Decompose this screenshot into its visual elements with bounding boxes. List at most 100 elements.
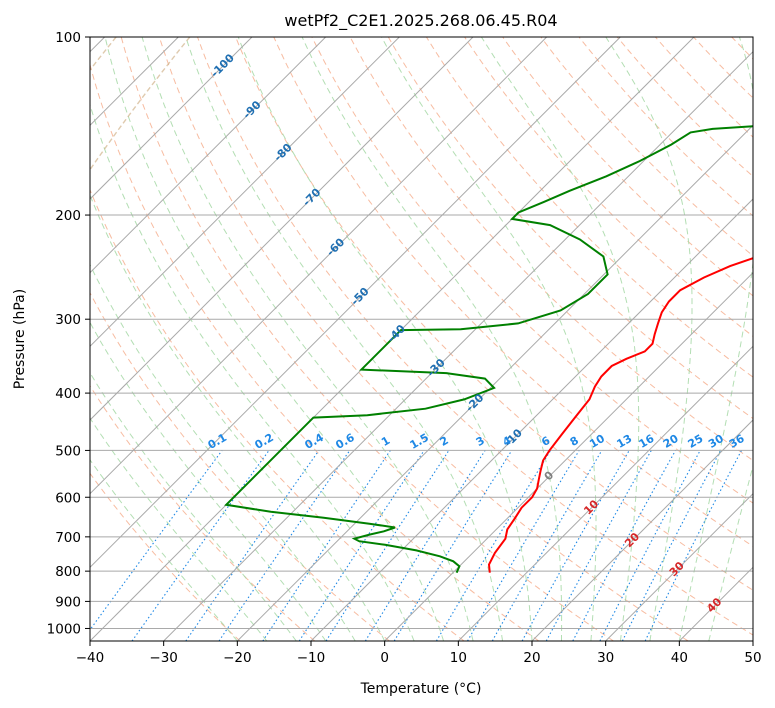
y-tick-label: 200 [55,208,81,224]
isotherm-label: -90 [240,98,263,121]
isotherm [310,198,753,641]
mixing-ratio-line [545,450,652,641]
moist-adiabat [237,37,533,641]
mixing-ratio-line [90,450,223,631]
y-axis-label: Pressure (hPa) [12,289,28,389]
x-tick-label: −20 [223,650,252,666]
isotherm [752,640,753,641]
dry-adiabat [90,472,241,641]
isotherm [90,37,253,200]
mixing-ratio-line [521,450,630,641]
isotherm [90,37,474,421]
moist-adiabat [381,37,597,641]
y-tick-label: 800 [55,564,81,580]
plot-area: -100-90-80-70-60-50-40-30-20-10010203040… [90,37,775,641]
x-tick-label: −30 [149,650,178,666]
temperature-line [487,257,753,573]
mixing-ratio-label: 6 [539,434,552,449]
y-tick-label: 700 [55,530,81,546]
dry-adiabat [197,37,753,636]
dry-adiabat [349,37,753,462]
dewpoint-line [224,125,753,574]
mixing-ratio-label: 10 [587,432,607,451]
x-axis-label: Temperature (°C) [360,681,482,697]
dry-adiabat [90,291,390,641]
mixing-ratio-lines [90,450,742,641]
isotherm-label: 20 [622,530,642,550]
x-axis-ticks: −40 −30 −20 −10 0 10 20 30 40 50 [76,641,762,666]
mixing-ratio-label: 1 [379,434,392,449]
y-tick-label: 500 [55,443,81,459]
dry-adiabat [120,37,614,641]
mixing-ratio-line [262,450,391,641]
mixing-ratio-line [185,450,320,641]
mixing-ratio-label: 16 [637,432,657,451]
data-series [224,125,753,574]
dry-adiabat [770,37,775,641]
y-tick-label: 100 [55,30,81,46]
mixing-ratio-line [467,450,580,641]
y-tick-label: 900 [55,594,81,610]
x-tick-label: 0 [380,650,389,666]
y-tick-label: 300 [55,312,81,328]
mixing-ratio-line [218,450,351,641]
dry-adiabat [387,37,753,420]
x-tick-label: 40 [671,650,688,666]
dry-adiabat [464,37,753,337]
mixing-ratio-line [298,450,425,641]
isotherm [90,37,621,569]
mixing-ratio-label: 2 [438,434,451,449]
isotherm [90,37,548,495]
plot-frame [89,36,754,642]
mixing-ratio-line [325,450,450,641]
moist-adiabat [301,37,563,641]
moist-adiabat [90,263,356,641]
y-axis-ticks: 100 200 300 400 500 600 700 800 900 1000 [47,30,90,637]
dry-adiabat [655,37,753,138]
dry-adiabat [502,37,753,297]
mixing-ratio-line [572,450,676,641]
x-tick-label: −10 [297,650,326,666]
moist-adiabat [708,464,753,641]
moist-adiabat [605,37,693,641]
moist-adiabat [90,371,297,641]
y-tick-label: 400 [55,386,81,402]
y-tick-label: 1000 [47,621,81,637]
isotherm [457,345,753,641]
isotherm [90,37,400,348]
mixing-ratio-label: 25 [686,432,706,451]
isotherm [531,419,753,641]
isotherm-label: -50 [348,285,371,308]
isotherm [90,37,327,274]
mixing-ratio-line [393,450,513,641]
mixing-ratio-line [364,450,486,641]
moist-adiabats [90,37,753,641]
x-tick-label: −40 [76,650,105,666]
x-tick-label: 30 [597,650,614,666]
mixing-ratio-label: 20 [661,432,681,451]
moist-adiabat [141,37,474,641]
isotherm [236,124,753,641]
x-tick-label: 50 [744,650,761,666]
dry-adiabat [90,384,316,641]
isotherm [605,492,753,641]
moist-adiabat [90,417,268,641]
pressure-gridlines [90,37,753,629]
moist-adiabat [480,37,640,641]
dry-adiabat [311,37,753,504]
dry-adiabat [425,37,753,378]
mixing-ratio-label: 0.6 [333,431,357,452]
dry-adiabat [90,62,540,641]
mixing-ratio-label: 0.2 [253,431,276,452]
dry-adiabat [158,37,689,641]
dry-adiabat [235,37,753,591]
isotherm [163,50,753,641]
dry-adiabat [90,188,465,641]
moist-adiabat [90,458,238,641]
isotherms [90,37,753,641]
isotherm [384,271,753,641]
mixing-ratio-label: 0.4 [303,431,327,452]
moist-adiabat [678,37,753,641]
moist-adiabat [90,321,327,641]
